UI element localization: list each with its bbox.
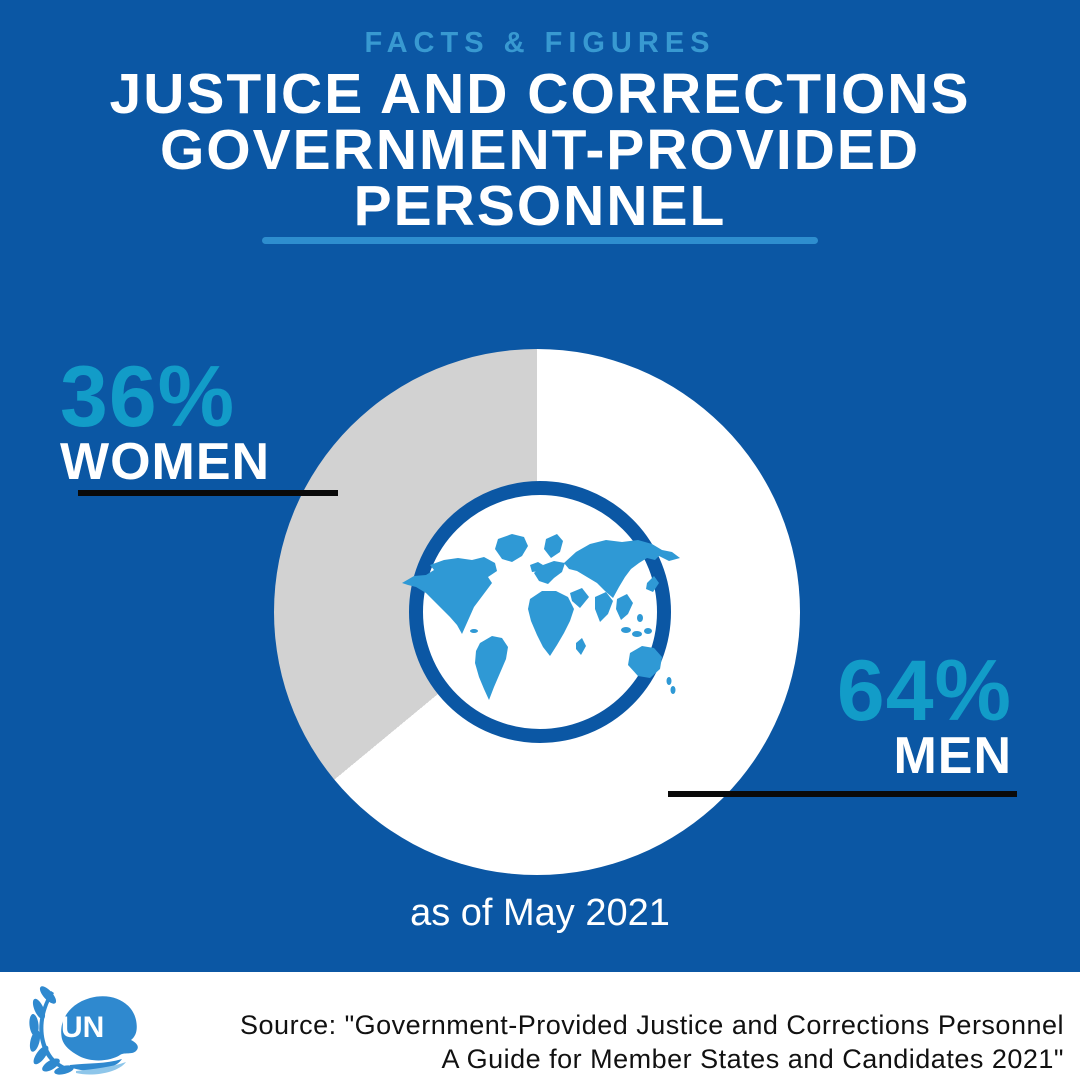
men-label-block: 64% MEN <box>836 643 1012 785</box>
kicker-text: FACTS & FIGURES <box>364 27 716 59</box>
world-map-icon <box>402 534 680 700</box>
page-title-line-3: PERSONNEL <box>353 174 727 238</box>
source-line-2: A Guide for Member States and Candidates… <box>441 1044 1064 1074</box>
source-line-1: Source: "Government-Provided Justice and… <box>240 1010 1064 1040</box>
page-title-line-1: JUSTICE AND CORRECTIONS <box>109 62 971 126</box>
women-percent: 36% <box>60 349 236 445</box>
women-label-block: 36% WOMEN <box>60 349 271 491</box>
women-category-label: WOMEN <box>60 433 271 491</box>
men-callout-line <box>668 791 1017 797</box>
men-category-label: MEN <box>893 727 1012 785</box>
women-callout-line <box>78 490 338 496</box>
page-title: JUSTICE AND CORRECTIONS GOVERNMENT-PROVI… <box>0 62 1080 238</box>
un-peacekeeping-logo: UN <box>29 986 138 1075</box>
un-logo-text: UN <box>61 1011 104 1044</box>
source-attribution: Source: "Government-Provided Justice and… <box>164 1008 1064 1076</box>
page-title-line-2: GOVERNMENT-PROVIDED <box>159 118 921 182</box>
as-of-date-caption: as of May 2021 <box>410 892 670 934</box>
footer-band <box>0 972 1080 1080</box>
title-divider <box>262 237 818 244</box>
men-percent: 64% <box>836 643 1012 739</box>
